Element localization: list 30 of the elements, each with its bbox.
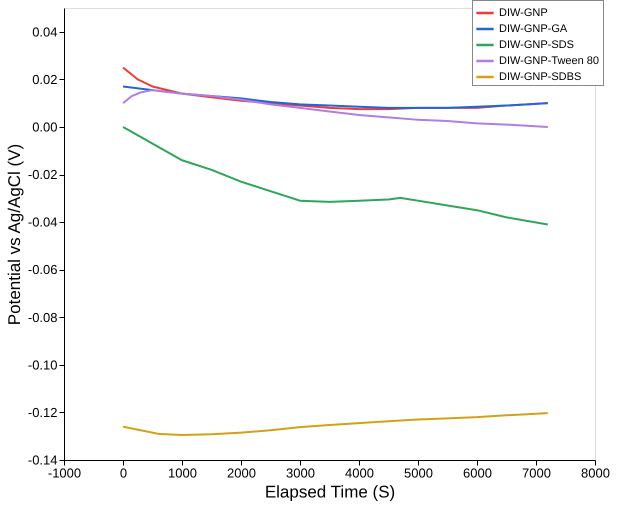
legend-label: DIW-GNP-GA: [499, 23, 568, 35]
legend-label: DIW-GNP-SDS: [499, 39, 574, 51]
y-tick-label: -0.08: [28, 310, 58, 325]
x-axis-title: Elapsed Time (S): [264, 482, 396, 502]
x-tick-label: 3000: [286, 466, 315, 480]
x-tick-label: 2000: [227, 466, 256, 480]
line-series: [122, 89, 549, 128]
x-tick-label: 7000: [522, 466, 551, 480]
x-tick-label: 5000: [404, 466, 433, 480]
y-tick-label: -0.02: [28, 167, 58, 182]
x-tick-label: 6000: [463, 466, 492, 480]
y-tick-label: -0.10: [28, 357, 58, 372]
x-tick-label: 4000: [345, 466, 374, 480]
y-tick-label: -0.04: [28, 214, 58, 230]
y-tick-label: -0.12: [28, 404, 58, 420]
legend-label: DIW-GNP-Tween 80: [499, 55, 600, 67]
y-tick-label: 0.02: [32, 72, 58, 87]
legend-label: DIW-GNP-SDBS: [499, 71, 582, 83]
line-series: [122, 126, 549, 226]
y-tick-label: -0.06: [28, 262, 58, 278]
x-tick-label: 8000: [581, 466, 610, 480]
y-tick-label: 0.04: [32, 24, 58, 40]
x-tick-label: 0: [120, 466, 128, 480]
y-tick-label: -0.14: [28, 452, 58, 468]
y-axis-title: Potential vs Ag/AgCl (V): [4, 144, 24, 326]
line-series: [122, 412, 549, 436]
x-tick-label: -1000: [48, 466, 82, 480]
legend-label: DIW-GNP: [499, 7, 548, 19]
y-tick-label: 0.00: [32, 119, 58, 134]
x-tick-label: 1000: [168, 466, 197, 480]
